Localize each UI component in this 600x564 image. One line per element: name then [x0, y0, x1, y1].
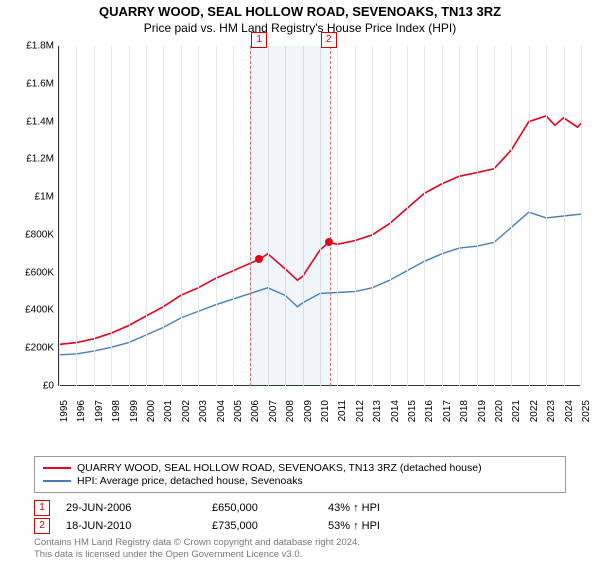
x-tick-label: 2002 [181, 400, 192, 422]
sale-marker-dot [255, 255, 263, 263]
x-gridline [76, 46, 77, 386]
sale-marker-label: 1 [251, 32, 267, 48]
x-tick-label: 2013 [372, 400, 383, 422]
sales-table: 1 29-JUN-2006 £650,000 43% ↑ HPI 2 18-JUN-201… [34, 498, 566, 536]
x-tick-label: 1997 [94, 400, 105, 422]
x-gridline [111, 46, 112, 386]
sale-date: 29-JUN-2006 [66, 502, 196, 514]
x-gridline [546, 46, 547, 386]
x-tick-label: 1999 [129, 400, 140, 422]
x-gridline [390, 46, 391, 386]
x-tick-label: 2003 [198, 400, 209, 422]
x-gridline [581, 46, 582, 386]
x-tick-label: 2022 [529, 400, 540, 422]
x-gridline [355, 46, 356, 386]
x-tick-label: 2016 [424, 400, 435, 422]
y-tick-label: £1.4M [26, 116, 54, 127]
x-tick-label: 2009 [303, 400, 314, 422]
sale-price: £650,000 [212, 502, 312, 514]
x-tick-label: 2004 [216, 400, 227, 422]
x-gridline [424, 46, 425, 386]
x-gridline [337, 46, 338, 386]
y-tick-label: £400K [25, 305, 54, 316]
y-tick-label: £0 [43, 381, 54, 392]
x-tick-label: 2020 [494, 400, 505, 422]
x-gridline [146, 46, 147, 386]
sale-number-badge: 1 [34, 500, 50, 516]
x-gridline [494, 46, 495, 386]
x-tick-label: 2007 [268, 400, 279, 422]
x-tick-label: 2008 [285, 400, 296, 422]
x-gridline [564, 46, 565, 386]
x-gridline [129, 46, 130, 386]
chart-container: £0 £200K £400K £600K £800K £1M £1.2M £1.4M £1.6M… [22, 46, 582, 416]
x-tick-label: 2010 [320, 400, 331, 422]
x-gridline [477, 46, 478, 386]
sale-period-band [250, 46, 330, 386]
x-tick-label: 2006 [250, 400, 261, 422]
x-gridline [59, 46, 60, 386]
footer-attribution: Contains HM Land Registry data © Crown c… [34, 537, 566, 560]
legend-swatch [43, 480, 71, 482]
y-tick-label: £1.8M [26, 41, 54, 52]
x-tick-label: 1998 [111, 400, 122, 422]
x-tick-label: 2015 [407, 400, 418, 422]
y-tick-label: £600K [25, 267, 54, 278]
x-gridline [94, 46, 95, 386]
x-tick-label: 1996 [76, 400, 87, 422]
sale-row: 2 18-JUN-2010 £735,000 53% ↑ HPI [34, 518, 566, 534]
x-gridline [198, 46, 199, 386]
x-gridline [511, 46, 512, 386]
x-tick-label: 2014 [390, 400, 401, 422]
y-tick-label: £1.2M [26, 154, 54, 165]
sale-delta: 53% ↑ HPI [328, 520, 380, 532]
legend-label: QUARRY WOOD, SEAL HOLLOW ROAD, SEVENOAKS… [77, 462, 482, 474]
page-title: QUARRY WOOD, SEAL HOLLOW ROAD, SEVENOAKS… [0, 4, 600, 19]
y-tick-label: £200K [25, 343, 54, 354]
x-tick-label: 2018 [459, 400, 470, 422]
legend-label: HPI: Average price, detached house, Seve… [77, 475, 303, 487]
sale-delta: 43% ↑ HPI [328, 502, 380, 514]
footer-line-2: This data is licensed under the Open Gov… [34, 549, 566, 560]
sale-number-badge: 2 [34, 518, 50, 534]
y-tick-label: £1.6M [26, 78, 54, 89]
x-gridline [216, 46, 217, 386]
x-gridline [442, 46, 443, 386]
x-tick-label: 2025 [581, 400, 592, 422]
legend: QUARRY WOOD, SEAL HOLLOW ROAD, SEVENOAKS… [34, 456, 566, 493]
x-tick-label: 2017 [442, 400, 453, 422]
sale-row: 1 29-JUN-2006 £650,000 43% ↑ HPI [34, 500, 566, 516]
x-tick-label: 2000 [146, 400, 157, 422]
legend-row: QUARRY WOOD, SEAL HOLLOW ROAD, SEVENOAKS… [43, 462, 557, 474]
x-gridline [163, 46, 164, 386]
y-tick-label: £1M [35, 192, 54, 203]
x-gridline [181, 46, 182, 386]
x-tick-label: 2001 [163, 400, 174, 422]
x-gridline [529, 46, 530, 386]
plot-area: £0£200K£400K£600K£800K£1M£1.2M£1.4M£1.6M… [58, 46, 580, 386]
x-tick-label: 2019 [477, 400, 488, 422]
x-tick-label: 2011 [337, 400, 348, 422]
sale-date: 18-JUN-2010 [66, 520, 196, 532]
x-tick-label: 2005 [233, 400, 244, 422]
x-tick-label: 1995 [59, 400, 70, 422]
sale-marker-dot [325, 238, 333, 246]
sale-marker-label: 2 [321, 32, 337, 48]
x-gridline [233, 46, 234, 386]
x-gridline [407, 46, 408, 386]
y-tick-label: £800K [25, 229, 54, 240]
legend-swatch [43, 467, 71, 469]
x-gridline [372, 46, 373, 386]
sale-price: £735,000 [212, 520, 312, 532]
x-gridline [459, 46, 460, 386]
x-tick-label: 2012 [355, 400, 366, 422]
footer-line-1: Contains HM Land Registry data © Crown c… [34, 537, 566, 548]
legend-row: HPI: Average price, detached house, Seve… [43, 475, 557, 487]
x-tick-label: 2021 [511, 400, 522, 422]
x-tick-label: 2024 [564, 400, 575, 422]
page-subtitle: Price paid vs. HM Land Registry's House … [0, 21, 600, 35]
x-tick-label: 2023 [546, 400, 557, 422]
